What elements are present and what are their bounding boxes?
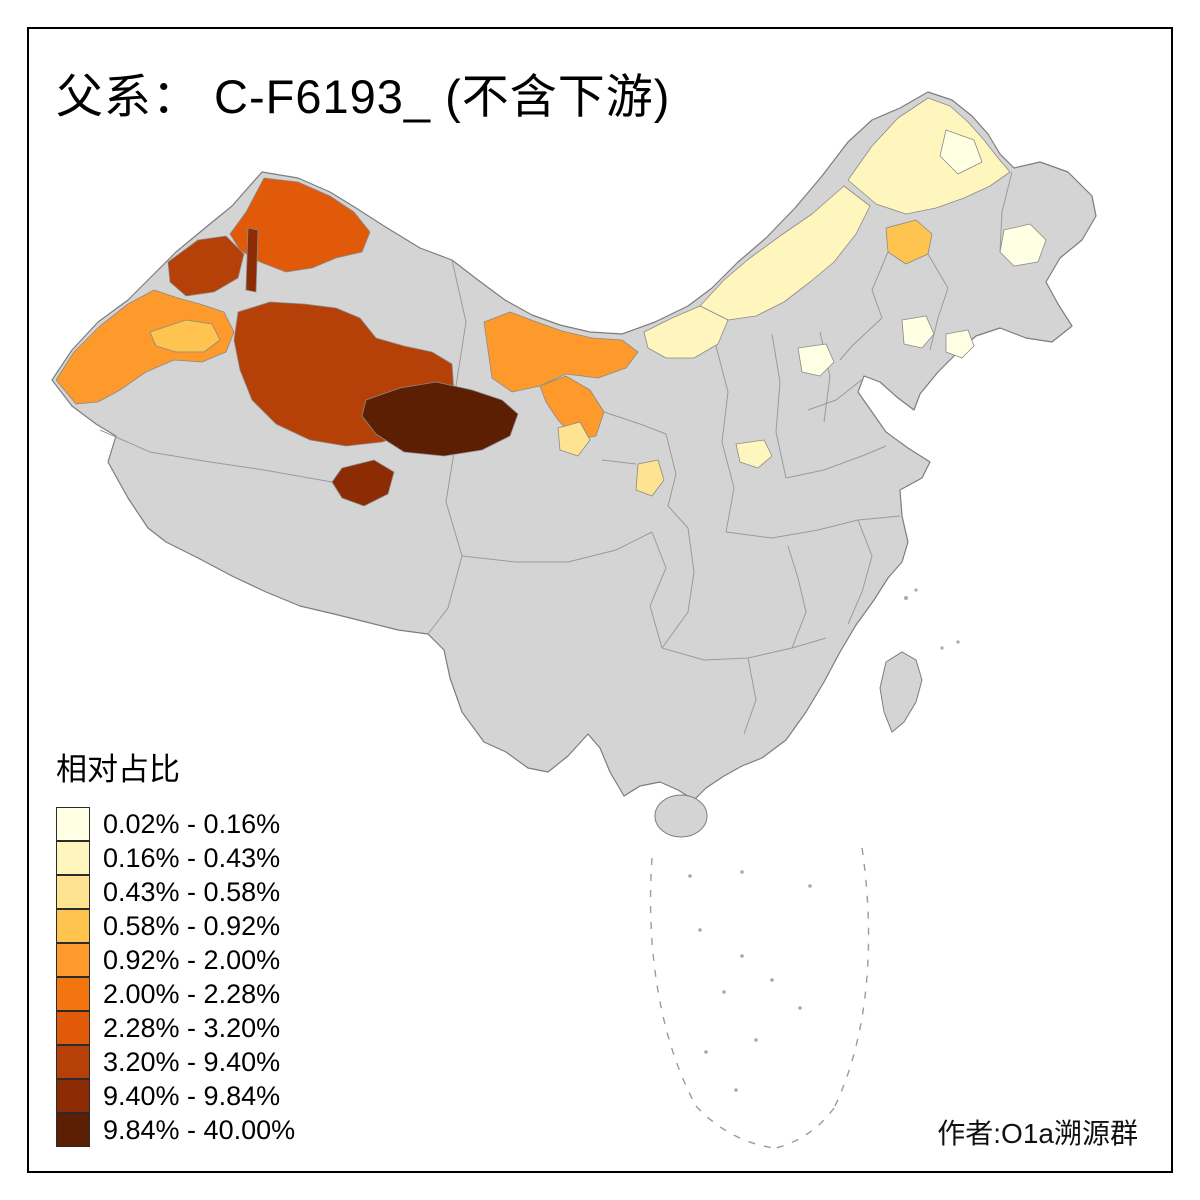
legend-title: 相对占比 [56,752,180,787]
legend-swatch [56,977,90,1011]
hainan-island [654,794,708,838]
legend-swatch [56,1011,90,1045]
map-region-kashgar [55,289,235,405]
legend-swatch [56,1113,90,1147]
legend-swatch [56,1045,90,1079]
legend-item: 0.16% - 0.43% [56,841,295,875]
legend-label: 0.43% - 0.58% [103,876,281,907]
legend-item: 9.40% - 9.84% [56,1079,295,1113]
map-region-hexi-corridor [539,375,605,441]
legend-swatch [56,1079,90,1113]
legend-label: 9.40% - 9.84% [103,1080,281,1111]
attribution-text: 作者:O1a溯源群 [937,1118,1138,1149]
legend-item: 2.00% - 2.28% [56,977,295,1011]
legend-item: 0.92% - 2.00% [56,943,295,977]
shaded-regions [55,97,1047,507]
legend-swatch [56,943,90,977]
legend-item: 0.43% - 0.58% [56,875,295,909]
map-region-liaoning-patch [945,329,975,359]
legend-label: 0.16% - 0.43% [103,842,281,873]
legend-item: 0.02% - 0.16% [56,807,295,841]
legend-swatch [56,841,90,875]
province-boundaries [99,171,1013,735]
small-islands [688,588,960,1092]
nine-dash-line [649,847,870,1149]
legend-label: 2.00% - 2.28% [103,978,281,1009]
legend-swatch [56,807,90,841]
legend: 相对占比 0.02% - 0.16% 0.16% - 0.43% 0.43% -… [56,744,295,1147]
legend-swatch [56,875,90,909]
legend-item: 2.28% - 3.20% [56,1011,295,1045]
map-region-kizilsu [149,319,221,353]
legend-item: 9.84% - 40.00% [56,1113,295,1147]
legend-label: 2.28% - 3.20% [103,1012,281,1043]
map-region-hulunbuir [847,97,1011,215]
map-region-lanzhou-patch [557,421,591,457]
legend-label: 0.58% - 0.92% [103,910,281,941]
map-region-harbin-east-patch [999,223,1047,267]
page-title: 父系： C-F6193_ (不含下游) [56,70,671,123]
legend-label: 9.84% - 40.00% [103,1114,296,1145]
map-region-ili-sliver [245,227,259,293]
map-region-alxa-jiuquan [483,311,639,393]
map-region-linxia-patch [635,459,665,497]
legend-label: 0.02% - 0.16% [103,808,281,839]
taiwan-island [879,651,923,733]
legend-swatch [56,909,90,943]
map-region-qiqihar-patch [885,219,933,265]
map-region-jilin-patch [901,315,935,349]
legend-label: 0.92% - 2.00% [103,944,281,975]
map-region-yushu [331,459,395,507]
map-region-north-xinjiang [229,177,371,273]
map-region-xilingol [699,185,871,321]
legend-label: 3.20% - 9.40% [103,1046,281,1077]
map-region-ili [167,235,245,297]
map-region-bayannur [643,305,729,359]
map-region-haixi [361,381,519,457]
legend-item: 3.20% - 9.40% [56,1045,295,1079]
legend-item: 0.58% - 0.92% [56,909,295,943]
map-region-hulunbuir-inner [939,129,983,175]
map-region-shanxi-patch [735,439,773,469]
map-region-zhangjiakou-patch [797,343,835,377]
